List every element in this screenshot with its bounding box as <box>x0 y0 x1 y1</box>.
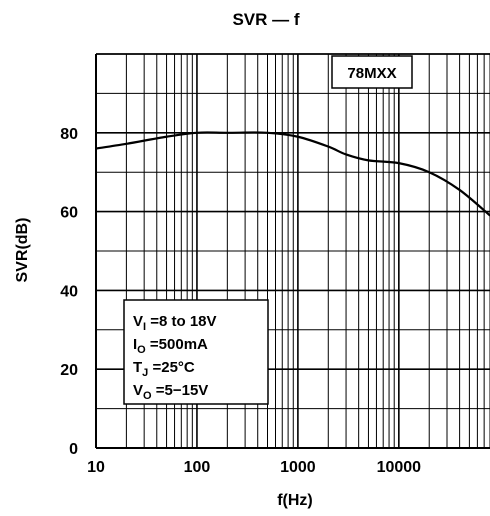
device-label: 78MXX <box>347 65 396 82</box>
x-tick-label: 10 <box>87 459 105 476</box>
series-layer <box>95 131 490 217</box>
svr-curve <box>95 131 490 217</box>
conditions-box: VI =8 to 18V IO =500mA TJ =25°C VO =5−15… <box>123 299 269 405</box>
x-tick-labels: 10 100 1000 10000 <box>87 459 421 476</box>
x-tick-label: 10000 <box>377 459 422 476</box>
condition-vo: VO =5−15V <box>133 382 208 402</box>
plot-border <box>95 53 490 449</box>
y-tick-label: 80 <box>60 126 78 143</box>
x-tick-label: 1000 <box>280 459 316 476</box>
y-tick-label: 40 <box>60 283 78 300</box>
y-tick-labels: 0 20 40 60 80 <box>60 126 78 458</box>
y-axis-label: SVR(dB) <box>14 218 31 283</box>
chart-title: SVR — f <box>232 10 299 29</box>
device-box: 78MXX <box>331 55 413 89</box>
y-tick-label: 60 <box>60 205 78 222</box>
x-tick-label: 100 <box>184 459 211 476</box>
x-axis-label: f(Hz) <box>277 492 313 509</box>
y-tick-label: 0 <box>69 441 78 458</box>
condition-io: IO =500mA <box>133 336 208 356</box>
y-tick-label: 20 <box>60 362 78 379</box>
condition-tj: TJ =25°C <box>133 359 195 379</box>
condition-vi: VI =8 to 18V <box>133 313 217 333</box>
